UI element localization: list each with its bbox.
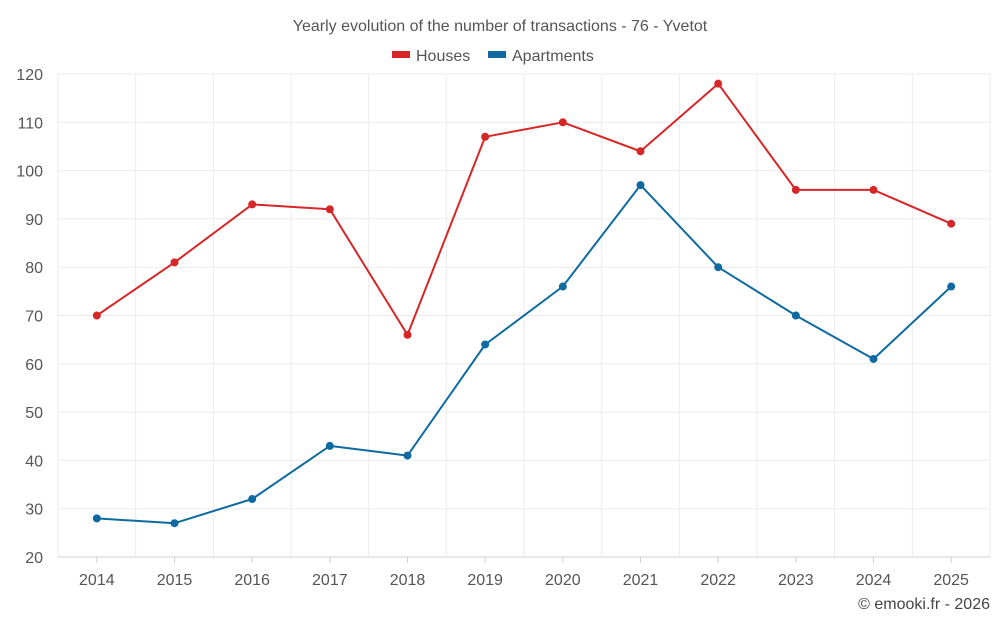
data-point-apartments[interactable] bbox=[636, 181, 645, 190]
y-tick-label: 90 bbox=[25, 212, 43, 229]
y-tick-label: 40 bbox=[25, 453, 43, 470]
x-tick-label: 2023 bbox=[778, 572, 814, 589]
chart-title: Yearly evolution of the number of transa… bbox=[293, 18, 708, 35]
data-point-houses[interactable] bbox=[403, 330, 412, 339]
data-point-houses[interactable] bbox=[481, 132, 490, 141]
x-tick-label: 2019 bbox=[467, 572, 503, 589]
x-tick-label: 2015 bbox=[157, 572, 193, 589]
x-tick-label: 2014 bbox=[79, 572, 115, 589]
y-tick-label: 60 bbox=[25, 357, 43, 374]
data-point-houses[interactable] bbox=[558, 118, 567, 127]
x-tick-label: 2016 bbox=[234, 572, 270, 589]
x-tick-label: 2024 bbox=[856, 572, 892, 589]
y-tick-label: 70 bbox=[25, 309, 43, 326]
x-tick-label: 2017 bbox=[312, 572, 348, 589]
y-tick-label: 20 bbox=[25, 550, 43, 567]
y-tick-label: 120 bbox=[16, 67, 43, 84]
series-line-apartments bbox=[96, 184, 952, 525]
y-tick-label: 80 bbox=[25, 260, 43, 277]
legend-label-houses: Houses bbox=[416, 48, 470, 65]
x-tick-label: 2022 bbox=[700, 572, 736, 589]
data-point-apartments[interactable] bbox=[869, 354, 878, 363]
legend-item-apartments[interactable]: Apartments bbox=[488, 48, 594, 65]
data-point-apartments[interactable] bbox=[558, 282, 567, 291]
data-point-houses[interactable] bbox=[947, 219, 956, 228]
data-point-apartments[interactable] bbox=[248, 495, 257, 504]
y-tick-label: 50 bbox=[25, 405, 43, 422]
data-point-apartments[interactable] bbox=[791, 311, 800, 320]
series bbox=[92, 79, 956, 528]
data-point-apartments[interactable] bbox=[325, 441, 334, 450]
y-tick-label: 100 bbox=[16, 164, 43, 181]
legend-item-houses[interactable]: Houses bbox=[392, 48, 470, 65]
credit-text: © emooki.fr - 2026 bbox=[858, 596, 990, 613]
legend: Houses Apartments bbox=[392, 48, 594, 65]
data-point-houses[interactable] bbox=[248, 200, 257, 209]
x-tick-label: 2020 bbox=[545, 572, 581, 589]
data-point-apartments[interactable] bbox=[481, 340, 490, 349]
data-point-houses[interactable] bbox=[714, 79, 723, 88]
data-point-houses[interactable] bbox=[791, 185, 800, 194]
data-point-apartments[interactable] bbox=[714, 263, 723, 272]
y-tick-label: 110 bbox=[17, 115, 43, 132]
legend-swatch-apartments bbox=[488, 51, 506, 58]
axes: 20 30 40 50 60 70 80 90 100 110 120 2014 2015 2016 201… bbox=[16, 67, 990, 589]
data-point-apartments[interactable] bbox=[403, 451, 412, 460]
legend-swatch-houses bbox=[392, 51, 410, 58]
series-line-houses bbox=[96, 82, 952, 336]
x-tick-label: 2018 bbox=[390, 572, 426, 589]
x-tick-label: 2025 bbox=[933, 572, 969, 589]
data-point-apartments[interactable] bbox=[92, 514, 101, 523]
data-point-houses[interactable] bbox=[92, 311, 101, 320]
legend-label-apartments: Apartments bbox=[512, 48, 594, 65]
data-point-houses[interactable] bbox=[636, 147, 645, 156]
data-point-houses[interactable] bbox=[325, 205, 334, 214]
x-tick-label: 2021 bbox=[623, 572, 659, 589]
data-point-apartments[interactable] bbox=[947, 282, 956, 291]
data-point-houses[interactable] bbox=[869, 185, 878, 194]
data-point-apartments[interactable] bbox=[170, 519, 179, 528]
gridlines bbox=[57, 73, 991, 557]
data-point-houses[interactable] bbox=[170, 258, 179, 267]
y-tick-label: 30 bbox=[25, 502, 43, 519]
